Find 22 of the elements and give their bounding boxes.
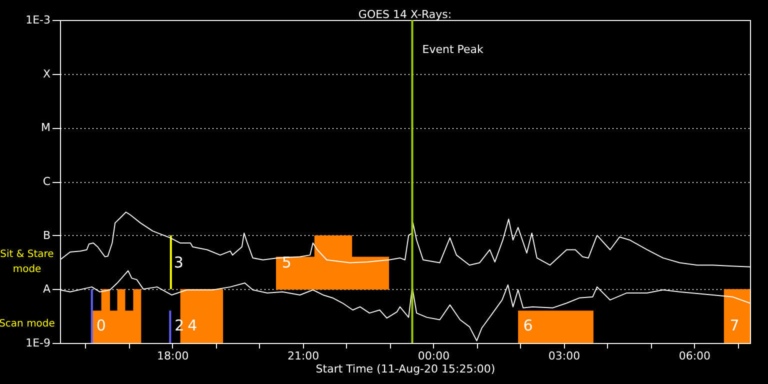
y-tick-label: 1E-9	[26, 336, 50, 350]
text: Scan mode	[0, 318, 55, 330]
annotation: 0	[96, 316, 106, 335]
y-tick-label: A	[42, 282, 51, 296]
annotation: 4	[188, 316, 198, 335]
x-tick-label: 21:00	[287, 350, 320, 362]
x-tick-label: 06:00	[678, 350, 711, 362]
ref-line-label: Event Peak	[422, 43, 484, 56]
x-tick-label: 03:00	[548, 350, 580, 362]
y-tick-label: M	[41, 121, 50, 134]
y-tick-label: B	[42, 228, 50, 242]
annotation: 6	[523, 316, 533, 335]
y-tick-label: X	[42, 67, 51, 80]
y-tick-label: C	[42, 175, 51, 188]
y-tick-label: 1E-3	[26, 14, 50, 26]
x-tick-label: 00:00	[418, 350, 450, 362]
annotation: 7	[730, 316, 740, 335]
annotation: 3	[174, 254, 184, 272]
x-axis-title: Start Time (11-Aug-20 15:25:00)	[316, 362, 496, 376]
chart-title: GOES 14 X-Rays:	[358, 8, 452, 21]
x-tick-label: 18:00	[156, 350, 189, 362]
text: Sit & Stare mode	[0, 249, 54, 276]
